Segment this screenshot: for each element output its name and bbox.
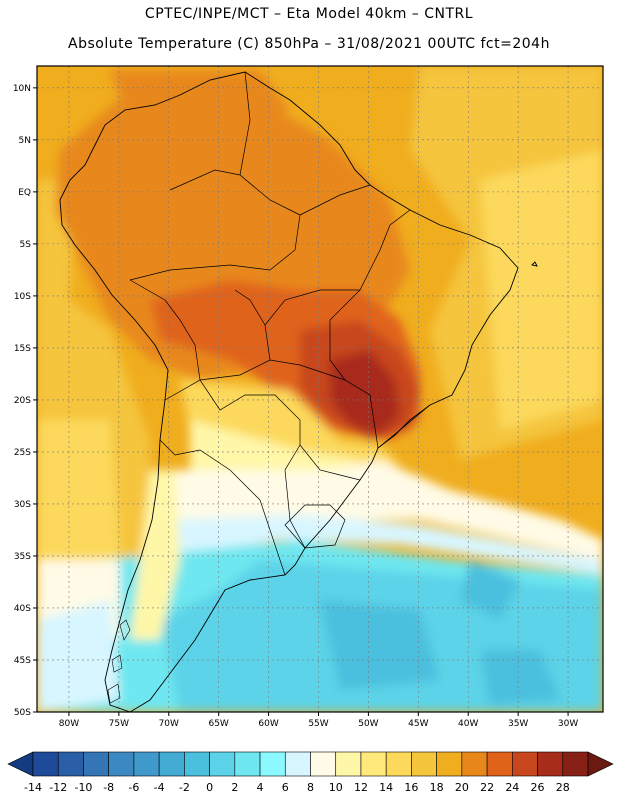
colorbar-swatch <box>234 751 261 777</box>
lat-label: 50S <box>14 708 31 718</box>
colorbar-swatch <box>512 751 538 777</box>
colorbar-swatch <box>32 751 59 777</box>
colorbar-swatch <box>486 751 513 777</box>
colorbar-label: 26 <box>531 781 545 794</box>
colorbar-label: 4 <box>257 781 264 794</box>
lon-label: 60W <box>258 719 278 729</box>
lat-label: 45S <box>14 656 31 666</box>
colorbar-swatch <box>108 751 135 777</box>
colorbar-swatch <box>562 751 589 777</box>
chile-islands <box>107 619 131 704</box>
colorbar-label: 18 <box>430 781 444 794</box>
lat-label: 5N <box>19 136 31 146</box>
colorbar-label: 14 <box>379 781 393 794</box>
lon-label: 80W <box>59 719 79 729</box>
colorbar-label: -10 <box>74 781 92 794</box>
colorbar-label: 0 <box>206 781 213 794</box>
lon-label: 65W <box>208 719 228 729</box>
colorbar-label: 6 <box>282 781 289 794</box>
colorbar-label: 16 <box>404 781 418 794</box>
colorbar-swatch <box>83 751 109 777</box>
lon-label: 35W <box>508 719 528 729</box>
lon-label: 40W <box>458 719 478 729</box>
temperature-map: 10N 5N EQ 5S 10S 15S 20S 25S 30S 35S 40S 45S 50S 80W… <box>13 65 604 729</box>
colorbar-swatch <box>461 751 488 777</box>
colorbar-labels: -14 -12 -10 -8 -6 -4 -2 0 2 4 6 8 10 12 14 16 18 20 22 24 26… <box>24 781 570 794</box>
latitude-labels: 10N 5N EQ 5S 10S 15S 20S 25S 30S 35S 40S 45S 50S <box>13 84 31 718</box>
lat-label: 40S <box>14 604 31 614</box>
colorbar-swatch <box>436 751 463 777</box>
uruguay-outline <box>284 504 346 549</box>
lat-label: 20S <box>14 396 31 406</box>
colorbar-swatch <box>310 751 337 777</box>
colorbar-swatch <box>158 751 185 777</box>
colorbar-swatch <box>411 751 437 777</box>
colorbar-swatch <box>335 751 362 777</box>
colorbar-swatch <box>259 751 286 777</box>
colorbar-label: 20 <box>455 781 469 794</box>
colorbar-swatch <box>385 751 412 777</box>
colorbar-swatch <box>184 751 210 777</box>
colorbar-label: 10 <box>329 781 343 794</box>
longitude-labels: 80W 75W 70W 65W 60W 55W 50W 45W 40W 35W 30W <box>59 719 579 729</box>
colorbar-swatches <box>7 751 614 777</box>
lon-label: 50W <box>358 719 378 729</box>
lat-label: EQ <box>18 188 31 198</box>
south-america-coastline <box>59 71 519 712</box>
lat-label: 5S <box>20 240 32 250</box>
map-title-line1: CPTEC/INPE/MCT – Eta Model 40km – CNTRL <box>144 6 474 22</box>
colorbar: -14 -12 -10 -8 -6 -4 -2 0 2 4 6 8 10 12 14 16 18 20 22 24 26… <box>7 751 614 794</box>
colorbar-swatch <box>537 751 564 777</box>
colorbar-label: -12 <box>49 781 67 794</box>
lon-label: 30W <box>558 719 578 729</box>
lon-label: 55W <box>308 719 328 729</box>
coastlines <box>59 71 538 712</box>
lat-label: 35S <box>14 552 31 562</box>
colorbar-label: -8 <box>103 781 114 794</box>
colorbar-label: 2 <box>231 781 238 794</box>
fernando-de-noronha <box>531 261 538 267</box>
colorbar-label: 8 <box>307 781 314 794</box>
lon-label: 70W <box>159 719 179 729</box>
lat-label: 30S <box>14 500 31 510</box>
map-frame <box>36 65 604 713</box>
colorbar-label: -14 <box>24 781 42 794</box>
colorbar-swatch <box>360 751 387 777</box>
colorbar-swatch <box>284 751 311 777</box>
colorbar-label: -6 <box>128 781 139 794</box>
colorbar-high-arrow <box>587 751 614 777</box>
country-borders <box>129 71 431 576</box>
lat-label: 10S <box>14 292 31 302</box>
lon-label: 75W <box>109 719 129 729</box>
colorbar-label: -2 <box>179 781 190 794</box>
colorbar-label: 22 <box>480 781 494 794</box>
lat-label: 15S <box>14 344 31 354</box>
colorbar-swatch <box>57 751 84 777</box>
colorbar-low-arrow <box>7 751 34 777</box>
colorbar-label: 12 <box>354 781 368 794</box>
colorbar-label: -4 <box>154 781 165 794</box>
lat-label: 10N <box>13 84 31 94</box>
lat-label: 25S <box>14 448 31 458</box>
colorbar-label: 28 <box>556 781 570 794</box>
colorbar-swatch <box>133 751 160 777</box>
colorbar-swatch <box>209 751 236 777</box>
colorbar-label: 24 <box>505 781 519 794</box>
lon-label: 45W <box>408 719 428 729</box>
map-title-line2: Absolute Temperature (C) 850hPa – 31/08/… <box>68 36 550 52</box>
